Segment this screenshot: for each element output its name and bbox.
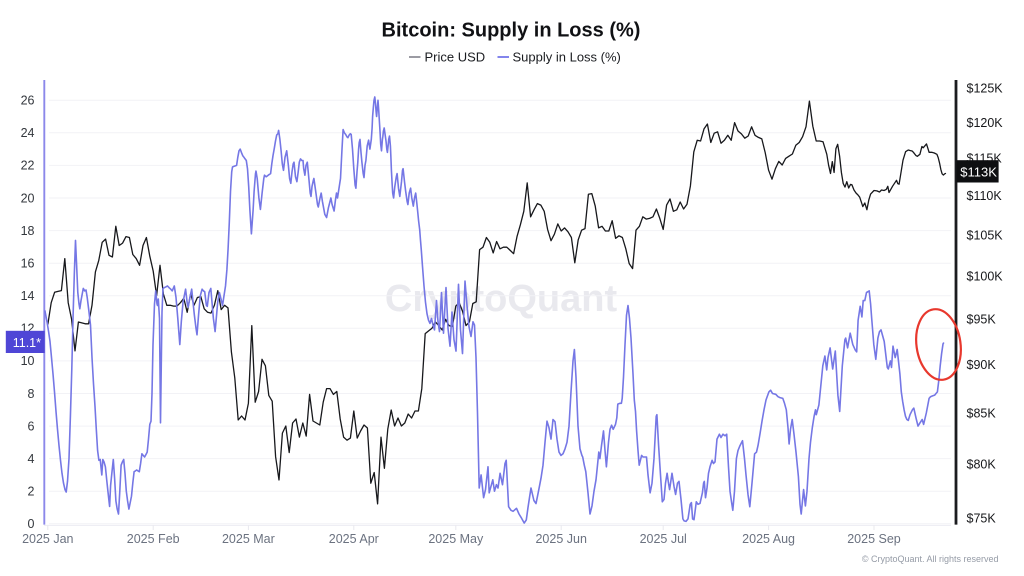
svg-text:26: 26 <box>21 94 35 108</box>
svg-text:2025 Sep: 2025 Sep <box>847 532 901 546</box>
svg-text:22: 22 <box>21 159 35 173</box>
svg-text:2025 Mar: 2025 Mar <box>222 532 275 546</box>
svg-text:11.1*: 11.1* <box>13 336 41 350</box>
svg-text:10: 10 <box>21 354 35 368</box>
svg-text:18: 18 <box>21 224 35 238</box>
svg-text:$120K: $120K <box>967 116 1004 130</box>
svg-text:Bitcoin: Supply in Loss (%): Bitcoin: Supply in Loss (%) <box>382 20 641 42</box>
svg-text:2025 May: 2025 May <box>428 532 484 546</box>
svg-text:24: 24 <box>21 126 35 140</box>
svg-text:0: 0 <box>28 517 35 531</box>
svg-text:2025 Feb: 2025 Feb <box>127 532 180 546</box>
svg-text:2: 2 <box>28 485 35 499</box>
svg-text:$90K: $90K <box>967 358 997 372</box>
svg-text:Supply in Loss (%): Supply in Loss (%) <box>513 50 621 65</box>
svg-text:$113K: $113K <box>960 164 997 179</box>
svg-text:2025 Jan: 2025 Jan <box>22 532 73 546</box>
svg-text:Price USD: Price USD <box>425 50 486 65</box>
svg-text:CryptoQuant: CryptoQuant <box>385 278 618 320</box>
svg-text:$100K: $100K <box>967 269 1004 283</box>
svg-text:4: 4 <box>28 452 35 466</box>
svg-text:2025 Aug: 2025 Aug <box>742 532 795 546</box>
svg-text:$125K: $125K <box>967 82 1004 96</box>
svg-text:2025 Apr: 2025 Apr <box>329 532 379 546</box>
svg-text:16: 16 <box>21 257 35 271</box>
svg-text:$110K: $110K <box>967 189 1003 203</box>
svg-text:$105K: $105K <box>967 228 1004 242</box>
svg-text:$75K: $75K <box>967 512 997 526</box>
svg-text:20: 20 <box>21 191 35 205</box>
svg-text:8: 8 <box>28 387 35 401</box>
svg-text:$85K: $85K <box>967 406 997 420</box>
svg-text:2025 Jul: 2025 Jul <box>640 532 687 546</box>
svg-text:$95K: $95K <box>967 313 997 327</box>
svg-text:© CryptoQuant. All rights rese: © CryptoQuant. All rights reserved <box>862 554 999 564</box>
svg-text:2025 Jun: 2025 Jun <box>535 532 586 546</box>
svg-text:$80K: $80K <box>967 457 997 471</box>
svg-text:6: 6 <box>28 419 35 433</box>
svg-text:14: 14 <box>21 289 35 303</box>
